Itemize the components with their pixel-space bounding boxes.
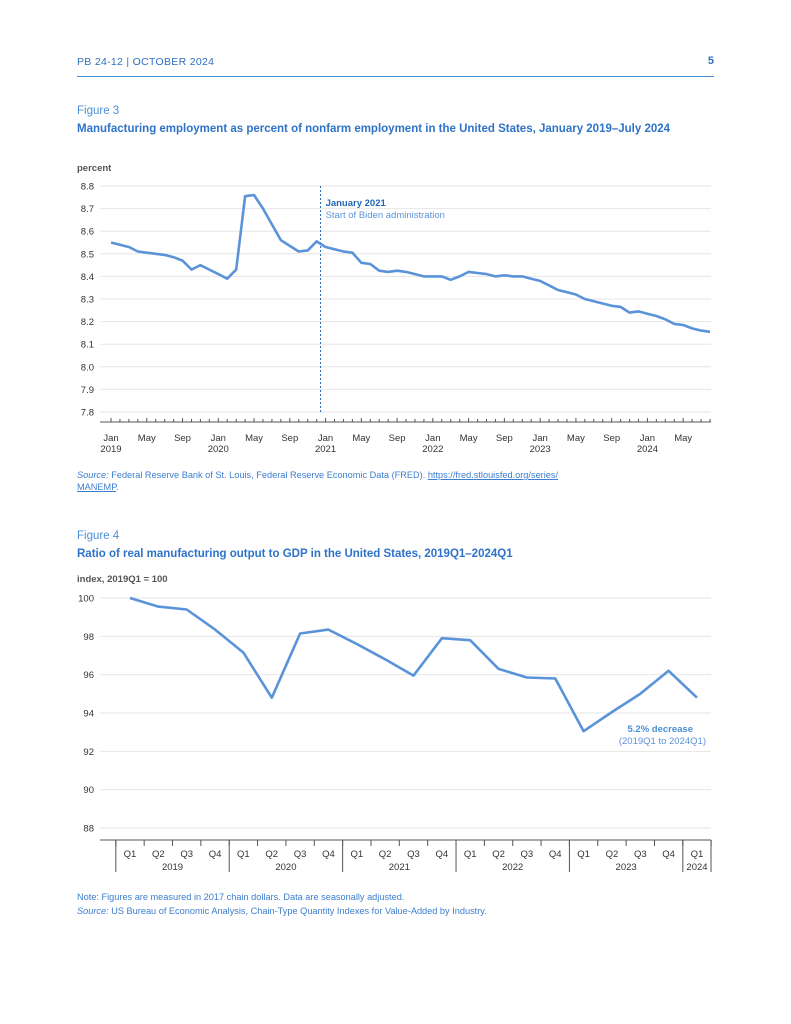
- y-tick-label: 7.8: [81, 408, 94, 419]
- y-tick-label: 8.5: [81, 249, 94, 260]
- y-tick-label: 8.3: [81, 295, 94, 306]
- page-header: PB 24-12 | OCTOBER 2024 5: [77, 55, 714, 77]
- source-end: .: [116, 482, 119, 492]
- x-tick-label: Sep: [603, 433, 620, 444]
- y-tick-label: 7.9: [81, 385, 94, 396]
- y-tick-label: 8.7: [81, 204, 94, 215]
- employment-share-line: [110, 193, 711, 334]
- x-tick-label: Sep: [174, 433, 191, 444]
- x-year-label: 2024: [637, 444, 658, 455]
- x-tick-label: May: [460, 433, 478, 444]
- x-tick-label: Jan: [532, 433, 547, 444]
- figure3-title: Manufacturing employment as percent of n…: [77, 123, 671, 135]
- annotation-title: January 2021: [326, 198, 387, 209]
- x-tick-label: Jan: [318, 433, 333, 444]
- figure4-note: Note: Figures are measured in 2017 chain…: [77, 892, 405, 902]
- source-link[interactable]: https://fred.stlouisfed.org/series/: [427, 470, 559, 480]
- x-tick-label: Jan: [425, 433, 440, 444]
- source-link-cont[interactable]: MANEMP: [77, 482, 117, 492]
- figure4-source: Source: US Bureau of Economic Analysis, …: [77, 905, 697, 917]
- source-prefix: Source:: [77, 470, 109, 480]
- x-year-label: 2021: [315, 444, 336, 455]
- x-tick-label: Jan: [103, 433, 118, 444]
- report-id: PB 24-12 | OCTOBER 2024: [77, 56, 215, 68]
- x-tick-label: Sep: [389, 433, 406, 444]
- x-tick-label: Sep: [496, 433, 513, 444]
- source-text: US Bureau of Economic Analysis, Chain-Ty…: [108, 906, 487, 916]
- x-tick-label: May: [245, 433, 263, 444]
- source-text: Federal Reserve Bank of St. Louis, Feder…: [108, 470, 428, 480]
- x-year-label: 2022: [422, 444, 443, 455]
- x-tick-label: Sep: [281, 433, 298, 444]
- figure4-label: Figure 4: [77, 530, 120, 542]
- x-tick-label: May: [352, 433, 370, 444]
- figure4-title: Ratio of real manufacturing output to GD…: [77, 548, 513, 560]
- y-tick-label: 8.8: [81, 182, 94, 193]
- x-tick-label: May: [674, 433, 692, 444]
- x-tick-label: May: [567, 433, 585, 444]
- figure3-source: Source: Federal Reserve Bank of St. Loui…: [77, 469, 697, 493]
- x-year-label: 2023: [530, 444, 551, 455]
- y-tick-label: 8.1: [81, 340, 94, 351]
- y-tick-label: 8.4: [81, 272, 94, 283]
- annotation-text: Start of Biden administration: [326, 210, 445, 221]
- figure3-unit-label: percent: [77, 163, 112, 174]
- x-tick-label: Jan: [640, 433, 655, 444]
- x-tick-label: Jan: [211, 433, 226, 444]
- y-tick-label: 8.0: [81, 362, 94, 373]
- source-prefix: Source:: [77, 906, 109, 916]
- x-tick-label: May: [138, 433, 156, 444]
- figure3-label: Figure 3: [77, 105, 120, 117]
- y-tick-label: 8.6: [81, 227, 94, 238]
- y-tick-label: 8.2: [81, 317, 94, 328]
- x-year-label: 2019: [100, 444, 121, 455]
- figure4-unit-label: index, 2019Q1 = 100: [77, 574, 168, 585]
- x-year-label: 2020: [208, 444, 229, 455]
- page-number: 5: [707, 55, 714, 67]
